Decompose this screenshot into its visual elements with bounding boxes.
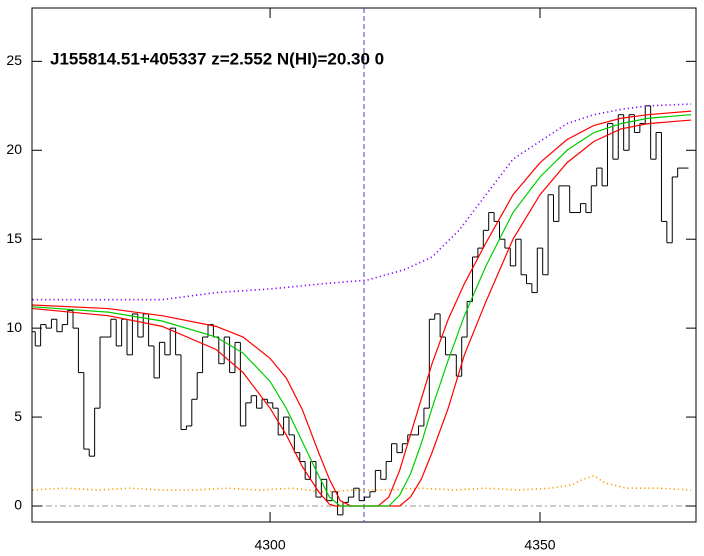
x-tick-label: 4300	[254, 537, 285, 553]
model-curve	[32, 119, 692, 507]
y-tick-label: 0	[14, 497, 22, 513]
y-tick-label: 10	[6, 319, 22, 335]
plot-area	[32, 8, 696, 522]
y-tick-label: 25	[6, 52, 22, 68]
y-tick-label: 15	[6, 230, 22, 246]
y-tick-label: 5	[14, 408, 22, 424]
model-curve	[32, 110, 692, 507]
chart-title: J155814.51+405337 z=2.552 N(HI)=20.30 0	[50, 49, 384, 68]
y-tick-label: 20	[6, 141, 22, 157]
model-curve	[32, 114, 692, 507]
x-tick-label: 4350	[524, 537, 555, 553]
